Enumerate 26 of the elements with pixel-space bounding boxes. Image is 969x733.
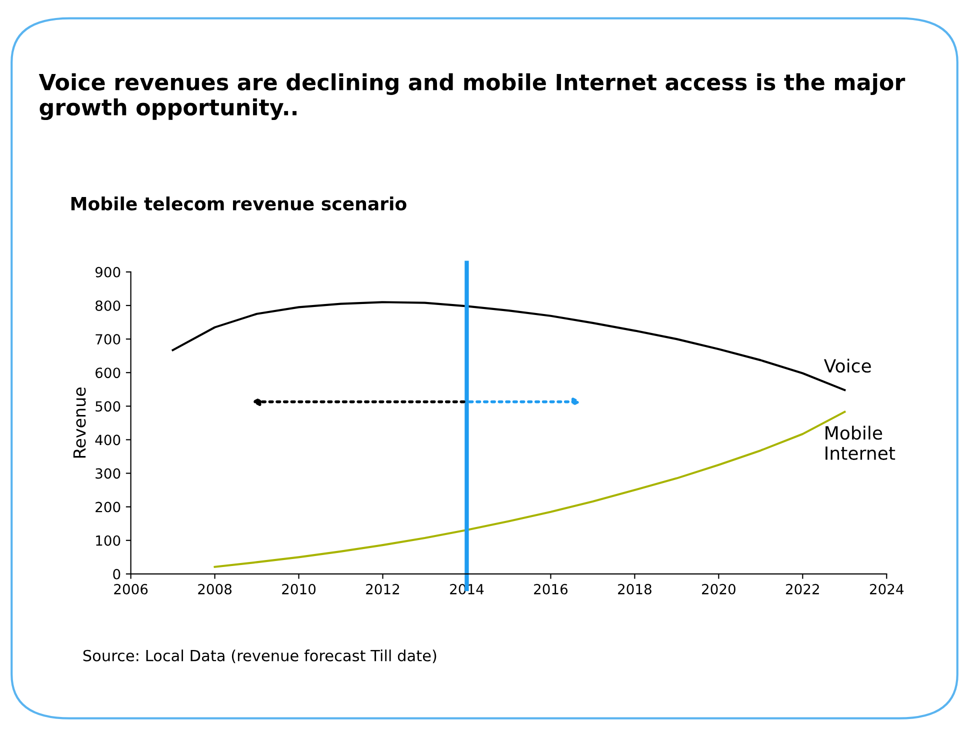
x-tick-label: 2014 (450, 584, 484, 594)
series-label: Mobile Internet (826, 426, 896, 460)
x-tick-label: 2008 (198, 584, 232, 594)
x-tick-label: 2018 (618, 584, 652, 594)
x-tick-label: 2006 (114, 584, 148, 594)
x-tick-label: 2022 (786, 584, 819, 594)
y-axis-title: Revenue (73, 388, 86, 458)
source-note: Source: Local Data (revenue forecast Till date) (83, 650, 436, 664)
x-tick-label: 2010 (282, 584, 316, 594)
x-tick-label: 2016 (534, 584, 568, 594)
chart-title: Voice revenues are declining and mobile Internet access is the major growth opportunity.. (38, 73, 906, 120)
y-tick-label: 100 (96, 535, 120, 546)
y-tick-label: 800 (96, 300, 120, 311)
y-tick-label: 300 (96, 468, 120, 479)
x-tick-label: 2024 (870, 584, 904, 594)
y-tick-label: 700 (96, 334, 120, 345)
y-tick-label: 0 (113, 568, 120, 580)
series-label: Voice (824, 358, 871, 373)
y-tick-label: 400 (95, 434, 120, 446)
y-tick-label: 200 (96, 502, 120, 512)
chart-subtitle: Mobile telecom revenue scenario (71, 196, 406, 210)
y-tick-label: 500 (96, 401, 120, 412)
x-tick-label: 2012 (366, 584, 400, 594)
y-tick-label: 900 (95, 266, 120, 278)
y-tick-label: 600 (96, 368, 120, 378)
x-tick-label: 2020 (702, 584, 736, 594)
